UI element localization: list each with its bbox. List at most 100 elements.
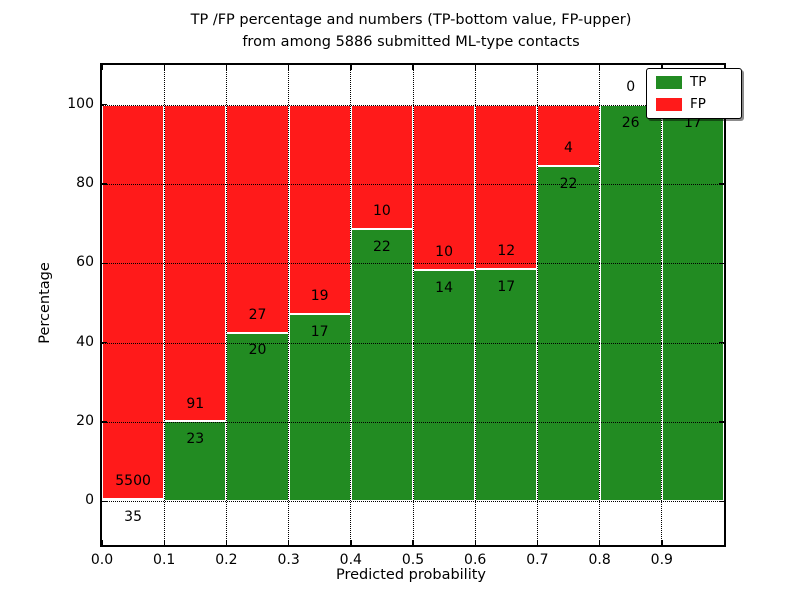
bar-fp-0.7-0.8: [537, 104, 600, 166]
gridline-x-0.5: [412, 65, 414, 545]
x-tick-label-0.5: 0.5: [401, 552, 425, 568]
tp-count-label-0.4-0.5: 22: [372, 238, 391, 255]
x-tick-label-0.3: 0.3: [277, 552, 300, 568]
tp-count-label-0.0-0.1: 35: [124, 508, 143, 525]
xtick-bottom-0.4: [350, 540, 352, 545]
plot-area: TP FP 5500 35 91 23 27 20 19 17 10 22 10 14 12 17 4 22 0…: [67, 63, 742, 568]
bar-tp-0.8-0.9: [599, 104, 662, 502]
bar-tp-0.9-1.0: [661, 104, 724, 502]
chart-title-line2: from among 5886 submitted ML-type contac…: [242, 34, 580, 50]
xtick-top-0.3: [287, 65, 290, 70]
fp-count-label-0.6-0.7: 12: [497, 243, 516, 259]
chart-title: TP /FP percentage and numbers (TP-bottom…: [100, 9, 722, 53]
ytick-left-20: [102, 421, 107, 423]
ytick-right-60: [719, 262, 724, 265]
xtick-bottom-0.9: [661, 540, 663, 545]
ytick-right-40: [719, 341, 724, 344]
y-tick-label-40: 40: [76, 333, 94, 350]
bar-fp-0.1-0.2: [164, 104, 227, 422]
tp-count-label-0.1-0.2: 23: [186, 431, 205, 448]
bar-tp-0.3-0.4: [288, 314, 351, 502]
xtick-top-0.7: [536, 65, 539, 70]
fp-count-label-0.0-0.1: 5500: [115, 473, 151, 489]
tp-count-label-0.5-0.6: 14: [435, 279, 454, 296]
tp-count-label-0.3-0.4: 17: [310, 323, 329, 340]
fp-legend-swatch: [656, 98, 682, 111]
bar-fp-0.6-0.7: [475, 104, 538, 269]
x-tick-label-0.9: 0.9: [650, 552, 673, 568]
bar-tp-0.0-0.1: [102, 498, 165, 502]
gridline-x-0.7: [536, 65, 538, 545]
y-tick-label-60: 60: [76, 254, 94, 271]
bar-fp-0.2-0.3: [226, 104, 289, 333]
ytick-left-0: [102, 500, 107, 503]
xtick-bottom-0.6: [474, 540, 476, 545]
fp-count-label-0.7-0.8: 4: [564, 139, 573, 156]
xtick-bottom-0.2: [225, 540, 228, 545]
chart-title-line1: TP /FP percentage and numbers (TP-bottom…: [190, 12, 632, 28]
fp-count-label-0.4-0.5: 10: [372, 202, 391, 219]
bar-tp-0.1-0.2: [164, 421, 227, 502]
ytick-right-0: [719, 500, 724, 503]
bar-tp-0.2-0.3: [226, 332, 289, 502]
legend: TP FP: [646, 68, 742, 119]
bar-fp-0.5-0.6: [413, 104, 476, 270]
xtick-top-0.8: [598, 65, 601, 70]
ytick-left-100: [102, 103, 107, 106]
bar-tp-0.5-0.6: [413, 270, 476, 502]
xtick-top-0.1: [163, 65, 165, 70]
fp-count-label-0.2-0.3: 27: [248, 306, 267, 323]
xtick-bottom-0.8: [598, 540, 601, 545]
fp-count-label-0.8-0.9: 0: [626, 78, 636, 95]
x-tick-label-0.4: 0.4: [339, 552, 362, 568]
ytick-left-80: [102, 183, 107, 185]
tp-legend-swatch: [656, 76, 682, 89]
xtick-bottom-0.1: [163, 540, 165, 545]
legend-item-fp: FP: [656, 96, 732, 112]
legend-label-fp: FP: [690, 96, 706, 112]
fp-count-label-0.5-0.6: 10: [435, 244, 454, 261]
bar-fp-0.4-0.5: [350, 104, 413, 229]
xtick-top-0.0: [101, 65, 103, 70]
y-tick-label-20: 20: [76, 413, 94, 429]
bar-tp-0.4-0.5: [350, 228, 413, 502]
tp-count-label-0.8-0.9: 26: [621, 114, 640, 131]
xtick-bottom-0.7: [536, 540, 539, 545]
x-tick-label-0.8: 0.8: [588, 552, 611, 568]
xtick-top-0.6: [474, 65, 476, 70]
x-tick-label-0.7: 0.7: [526, 552, 549, 568]
ytick-right-80: [719, 183, 724, 185]
y-tick-label-100: 100: [67, 95, 94, 112]
tp-count-label-0.6-0.7: 17: [497, 278, 516, 295]
ytick-left-60: [102, 262, 107, 265]
y-tick-label-80: 80: [76, 175, 94, 191]
tp-count-label-0.7-0.8: 22: [559, 175, 578, 192]
x-tick-label-0.1: 0.1: [153, 552, 176, 568]
gridline-x-0.9: [661, 65, 663, 545]
xtick-top-0.9: [661, 65, 663, 70]
xtick-bottom-0.3: [287, 540, 290, 545]
bar-fp-0.3-0.4: [288, 104, 351, 315]
xtick-bottom-0.0: [101, 540, 103, 545]
gridline-x-0.6: [474, 65, 476, 545]
bar-tp-0.7-0.8: [537, 165, 600, 502]
gridline-x-0.2: [225, 65, 227, 545]
fp-count-label-0.1-0.2: 91: [186, 395, 205, 412]
tp-count-label-0.2-0.3: 20: [248, 342, 267, 359]
xtick-top-0.4: [350, 65, 352, 70]
xtick-bottom-0.5: [412, 540, 414, 545]
x-tick-label-0.2: 0.2: [215, 552, 238, 568]
legend-label-tp: TP: [690, 74, 707, 90]
y-tick-label-0: 0: [85, 492, 94, 509]
y-axis-label: Percentage: [37, 262, 53, 344]
x-tick-label-0.6: 0.6: [464, 552, 487, 568]
gridline-x-0.8: [599, 65, 601, 545]
gridline-x-0.1: [163, 65, 165, 545]
gridline-x-0.4: [350, 65, 352, 545]
bar-fp-0.0-0.1: [102, 104, 165, 499]
fp-count-label-0.3-0.4: 19: [310, 288, 329, 305]
xtick-top-0.5: [412, 65, 414, 70]
x-tick-label-0.0: 0.0: [90, 552, 114, 568]
ytick-right-20: [719, 421, 724, 423]
